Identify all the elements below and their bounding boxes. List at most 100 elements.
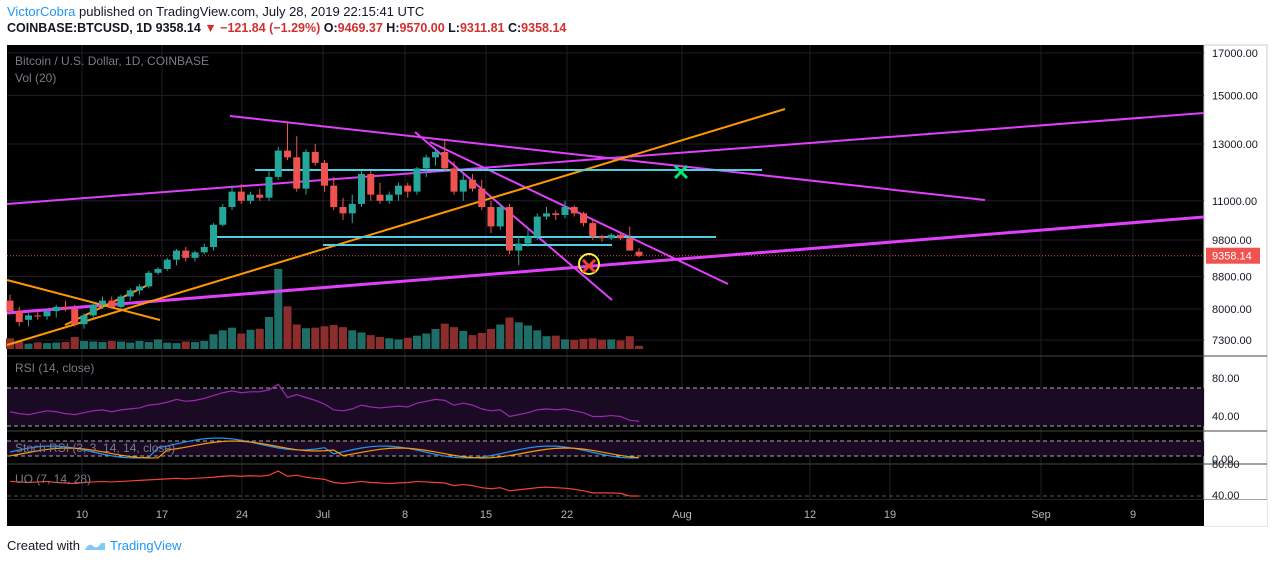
candle-body [302, 151, 310, 189]
candle-body [570, 207, 578, 214]
candle-body [459, 179, 467, 192]
candle-body [413, 168, 421, 192]
candle-body [635, 251, 643, 256]
magenta-descending-trendline [229, 115, 986, 201]
candle-body [247, 194, 254, 201]
candle-body [145, 272, 153, 287]
candle-body [469, 179, 476, 189]
tradingview-link[interactable]: TradingView [109, 538, 182, 553]
candle-body [515, 243, 523, 251]
candle-body [478, 188, 486, 208]
volume-bar [403, 337, 412, 349]
volume-bar [598, 339, 606, 349]
volume-bar [61, 342, 70, 349]
candle-body [43, 311, 51, 317]
time-tick-label: 22 [561, 509, 573, 521]
yellow-circle-marker [578, 253, 600, 275]
volume-bar [339, 327, 347, 349]
time-tick-label: 8 [402, 509, 408, 521]
tradingview-logo-icon [84, 542, 105, 550]
volume-bar [542, 336, 551, 349]
volume-bar [505, 317, 514, 349]
volume-bar [385, 338, 394, 349]
volume-bar [89, 341, 98, 349]
volume-bar [514, 322, 523, 349]
price-tick-label: 8800.00 [1212, 272, 1252, 284]
candle-body [154, 268, 162, 273]
candle-body [589, 223, 597, 237]
candle-body [496, 207, 504, 227]
rsi-line [9, 383, 640, 422]
volume-bar [98, 342, 107, 349]
orange-rising-trendline [6, 108, 786, 346]
volume-bar [191, 342, 199, 349]
volume-bar [579, 338, 588, 349]
candle-body [126, 290, 134, 297]
price-tick-label: 11000.00 [1212, 196, 1257, 208]
candle-body [395, 185, 402, 195]
candle-body [385, 194, 393, 201]
candle-body [607, 234, 615, 239]
ohlc-line: COINBASE:BTCUSD, 1D 9358.14 ▼ −121.84 (−… [7, 21, 567, 35]
candle-body [99, 300, 106, 305]
stoch-k-line [9, 437, 640, 459]
volume-bar [394, 339, 403, 349]
change: −121.84 (−1.29%) [220, 21, 321, 35]
candle-body [487, 207, 495, 227]
candle-body [339, 207, 347, 214]
author-link[interactable]: VictorCobra [7, 4, 76, 19]
candle-body [256, 194, 264, 198]
price-tick-label: 15000.00 [1212, 90, 1258, 102]
volume-bar [366, 335, 375, 349]
candle-body [34, 315, 42, 317]
volume-bar [616, 340, 625, 349]
volume-bar [218, 330, 227, 349]
volume-bar [246, 329, 255, 349]
candle-body [626, 238, 634, 251]
stoch-axis-label: 0.00 [1212, 454, 1233, 466]
volume-bar [561, 339, 569, 349]
time-tick-label: 24 [236, 509, 248, 521]
candle-body [580, 213, 587, 224]
volume-bar [551, 335, 560, 349]
open-value: 9469.37 [337, 21, 383, 35]
volume-bar [292, 324, 301, 349]
candle-body [117, 296, 125, 307]
volume-bar [431, 329, 440, 349]
magenta-support-trendline [6, 215, 1205, 315]
volume-bar [265, 317, 273, 349]
candle-body [25, 315, 32, 320]
volume-bar [607, 339, 616, 349]
low-value: 9311.81 [459, 21, 505, 35]
time-tick-label: 12 [804, 509, 816, 521]
volume-bar [33, 342, 42, 349]
time-tick-label: 17 [156, 509, 168, 521]
candle-body [200, 247, 208, 253]
price-tick-label: 7300.00 [1212, 335, 1252, 347]
candle-body [321, 162, 328, 186]
high-value: 9570.00 [399, 21, 445, 35]
rsi-label: RSI (14, close) [15, 361, 94, 375]
volume-bar [163, 342, 172, 349]
candle-body [432, 151, 439, 158]
volume-bar [302, 328, 310, 349]
volume-bar [477, 333, 486, 349]
candle-body [422, 157, 430, 169]
candle-body [173, 250, 180, 260]
orange-short-line-a [6, 279, 161, 321]
volume-bar [237, 333, 246, 349]
time-tick-label: 10 [76, 509, 88, 521]
uo-label: UO (7, 14, 28) [15, 472, 91, 486]
volume-bar [107, 341, 116, 349]
price-tick-label: 13000.00 [1212, 139, 1258, 151]
uo-axis-label-top: 80.00 [1212, 459, 1240, 471]
candle-body [62, 306, 69, 309]
candle-body [191, 252, 199, 258]
candle-body [533, 216, 541, 237]
time-tick-label: 19 [884, 509, 896, 521]
volume-bar [80, 341, 88, 349]
publish-line: VictorCobra published on TradingView.com… [7, 4, 424, 19]
red-x-marker [581, 258, 597, 274]
green-x-marker [673, 164, 689, 180]
